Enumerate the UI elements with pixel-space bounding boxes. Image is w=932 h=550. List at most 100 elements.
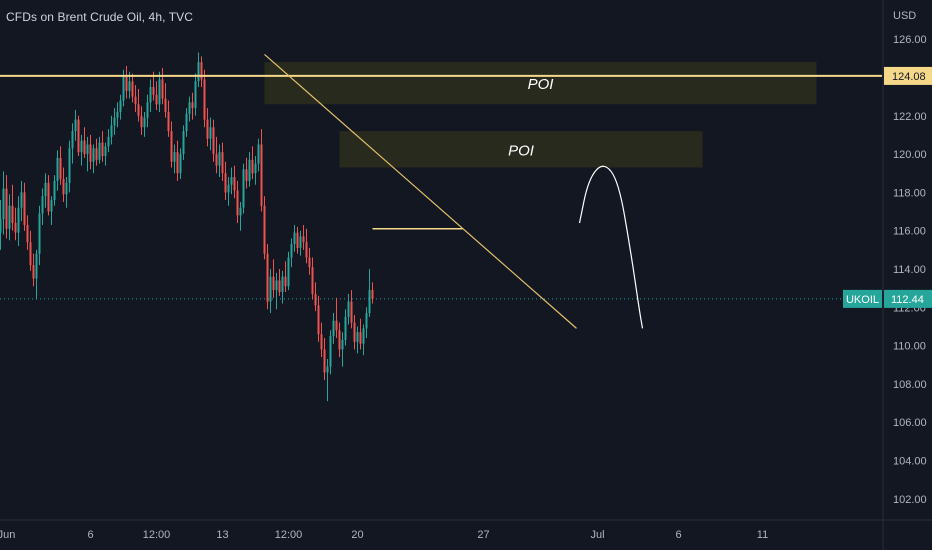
level-price-tag-text: 124.08	[892, 71, 926, 83]
candle	[23, 182, 26, 231]
candle-body	[314, 293, 317, 306]
poi-zone-label: POI	[508, 142, 534, 159]
candle	[74, 110, 77, 141]
candle	[194, 73, 197, 116]
candle-body	[188, 102, 191, 114]
poi-zone	[339, 131, 703, 168]
candle-body	[323, 349, 326, 373]
candle-body	[149, 87, 152, 103]
candle-body	[224, 173, 227, 193]
candle-body	[353, 322, 356, 342]
candle-body	[209, 127, 212, 139]
candle-body	[17, 207, 20, 233]
candle	[26, 215, 29, 250]
candle	[251, 146, 254, 179]
candle-body	[8, 205, 11, 229]
poi-zones: POI POI	[264, 62, 817, 168]
candle-body	[263, 205, 266, 254]
candle-body	[302, 236, 305, 243]
candle-body	[83, 140, 86, 155]
candle-body	[122, 75, 125, 101]
candle	[8, 194, 11, 241]
candle	[206, 108, 209, 147]
time-tick-label: 11	[757, 529, 768, 541]
candle	[188, 96, 191, 122]
candle	[41, 188, 44, 225]
candle-body	[128, 81, 131, 91]
time-axis[interactable]: Jun 6 12:00 13 12:00 20 27 Jul 6 11	[0, 519, 932, 541]
candle	[140, 106, 143, 135]
candle-body	[218, 152, 221, 166]
candle-body	[101, 142, 104, 156]
time-tick-label: 20	[351, 529, 363, 541]
symbol-tag-text: UKOIL	[846, 294, 879, 306]
candle	[143, 111, 146, 137]
candle	[119, 94, 122, 120]
candle-body	[182, 131, 185, 155]
candle	[263, 196, 266, 260]
candle-body	[206, 119, 209, 139]
candle-body	[134, 96, 137, 105]
candle-body	[287, 257, 290, 287]
candle-body	[326, 366, 329, 373]
candle-body	[215, 154, 218, 166]
candle	[110, 115, 113, 145]
price-axis[interactable]: 126.00124.00122.00120.00118.00116.00114.…	[843, 0, 932, 550]
candle-body	[365, 313, 368, 329]
candle-body	[74, 119, 77, 132]
candle-body	[14, 223, 17, 233]
candle-body	[32, 265, 35, 279]
candle	[305, 228, 308, 264]
candle	[362, 324, 365, 356]
candle	[98, 136, 101, 164]
candle-body	[53, 180, 56, 201]
candle	[245, 157, 248, 189]
candle	[338, 322, 341, 358]
candle-body	[230, 177, 233, 185]
candle	[275, 272, 278, 310]
candle-body	[29, 242, 32, 266]
candle	[149, 79, 152, 112]
candle-body	[119, 100, 122, 112]
candle	[314, 282, 317, 312]
candle-body	[368, 290, 371, 314]
candle-body	[254, 163, 257, 174]
candle	[92, 144, 95, 174]
candle-body	[242, 169, 245, 208]
candle	[14, 207, 17, 241]
candle	[317, 295, 320, 342]
candle	[86, 136, 89, 172]
candle-body	[347, 301, 350, 317]
candle	[299, 230, 302, 256]
candle-body	[272, 276, 275, 291]
price-axis-currency: USD	[893, 10, 917, 22]
candle-body	[233, 177, 236, 191]
price-tick-label: 110.00	[893, 341, 926, 353]
candle-body	[311, 267, 314, 294]
candle	[344, 309, 347, 346]
candle	[77, 115, 80, 156]
candle	[161, 67, 164, 105]
candle	[146, 94, 149, 128]
time-tick-label: 6	[87, 529, 93, 541]
candle	[158, 71, 161, 112]
time-tick-label: 12:00	[275, 529, 303, 541]
candle-body	[113, 117, 116, 126]
candle-body	[236, 190, 239, 216]
candle-body	[26, 224, 29, 243]
candle	[95, 138, 98, 166]
candle	[218, 144, 221, 178]
time-tick-label: 27	[477, 529, 489, 541]
candle-body	[131, 81, 134, 97]
candle	[230, 167, 233, 195]
candle-body	[221, 152, 224, 174]
price-tick-label: 120.00	[893, 149, 927, 161]
candle-body	[197, 62, 200, 82]
symbol-tag-bg	[843, 289, 882, 308]
candle	[233, 165, 236, 199]
candle-body	[20, 192, 23, 208]
candle	[371, 282, 374, 304]
candle-body	[47, 182, 50, 212]
candle-body	[356, 332, 359, 342]
